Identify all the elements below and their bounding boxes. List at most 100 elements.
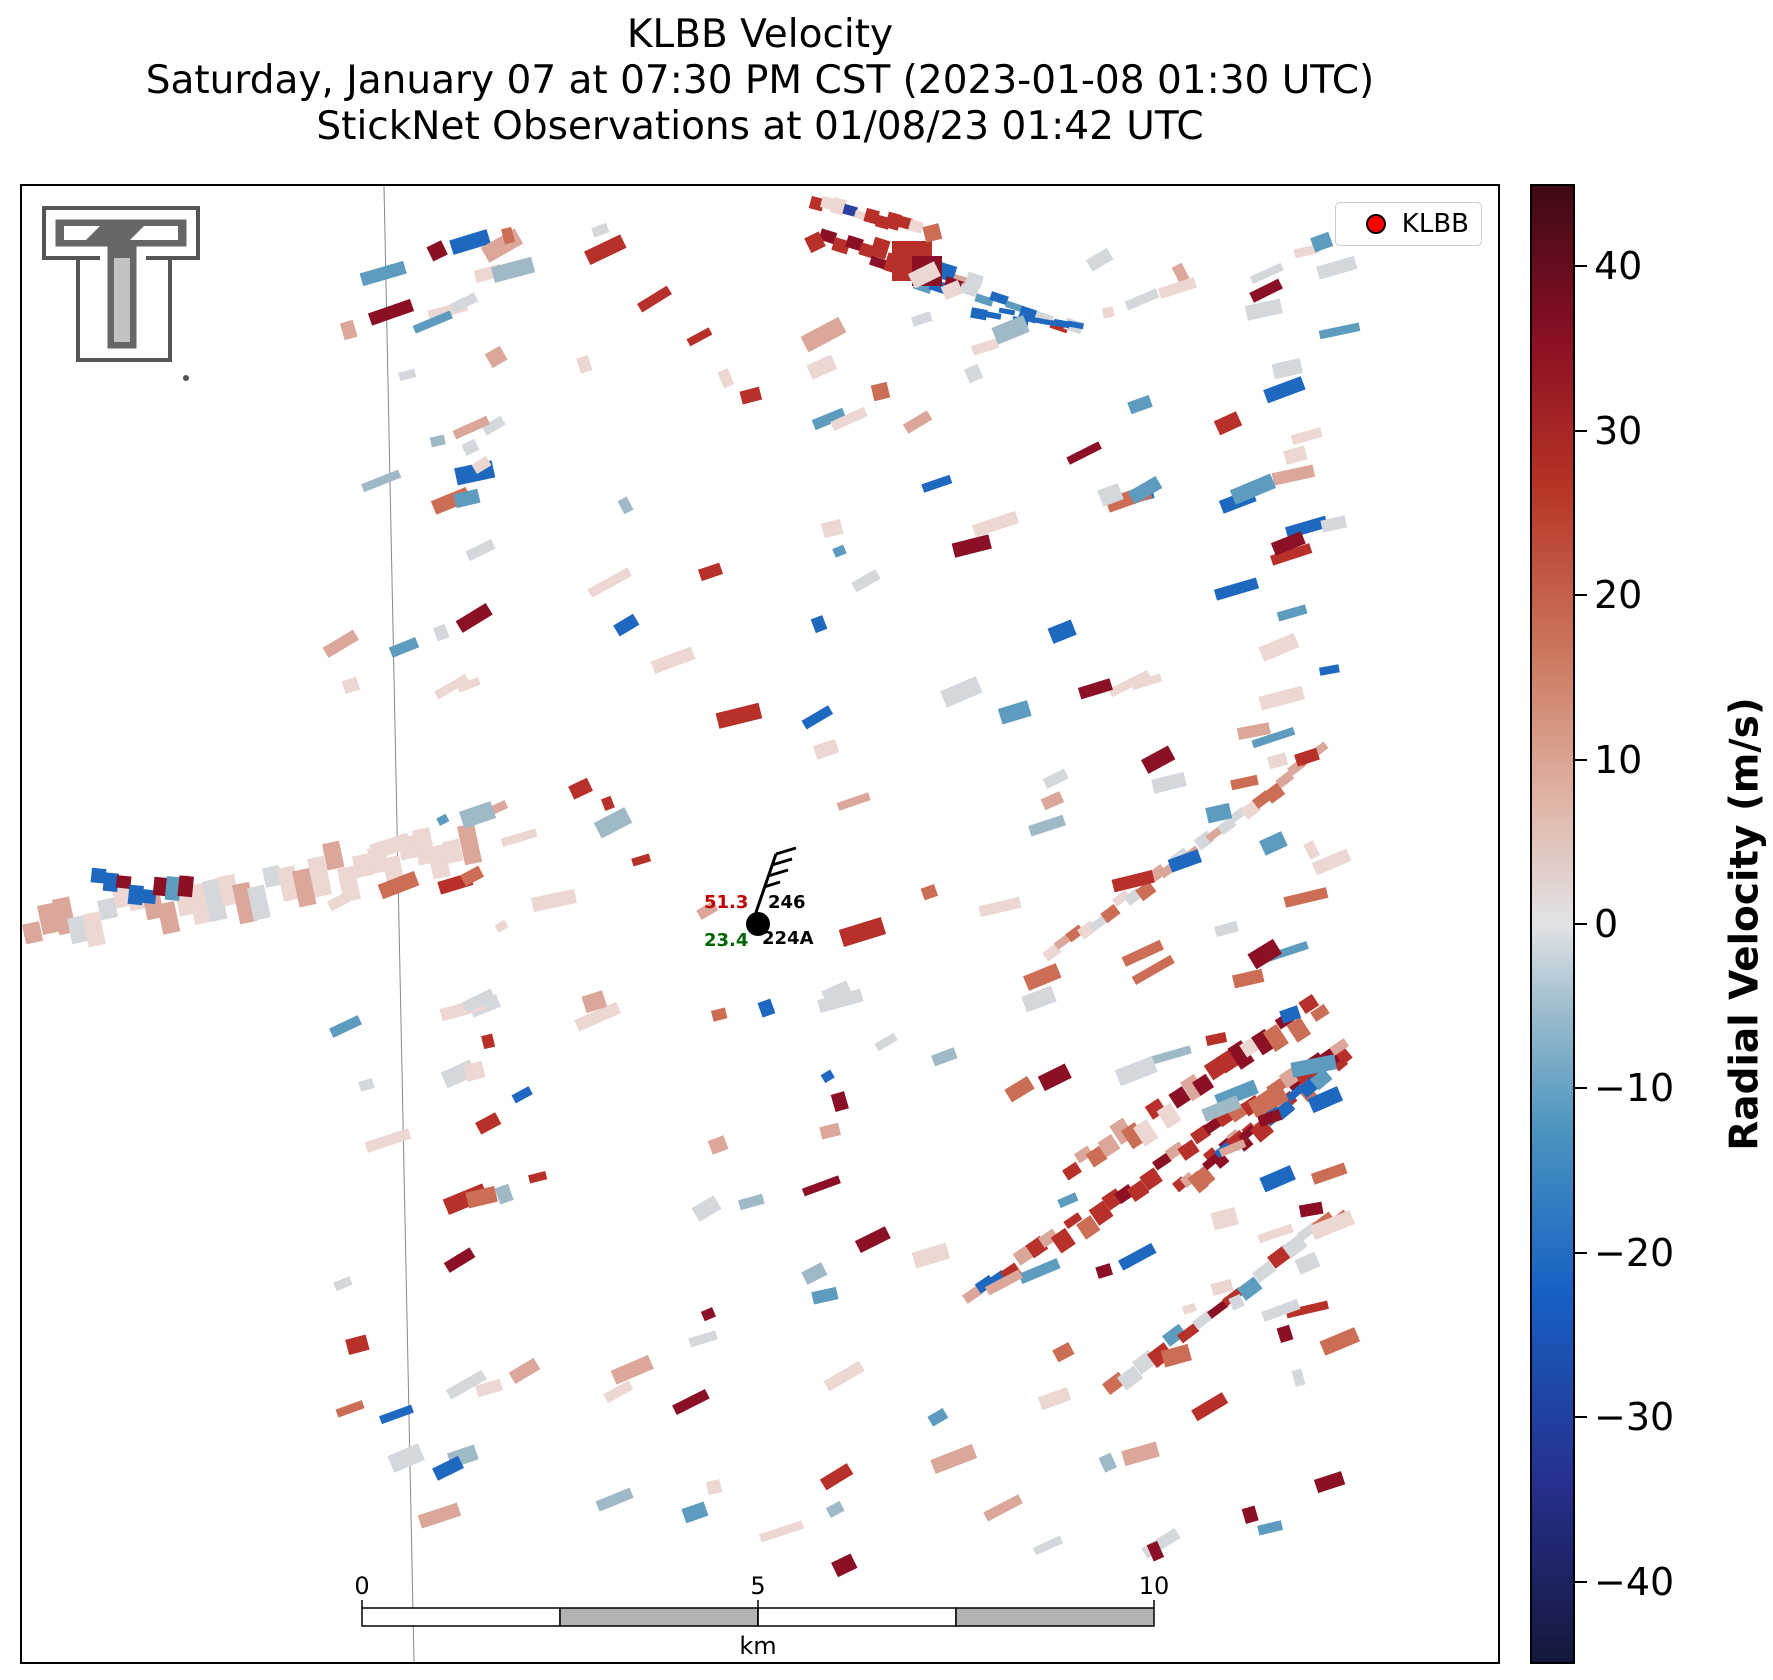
velocity-gate [806, 354, 838, 380]
velocity-gate [388, 637, 420, 658]
velocity-gate [937, 262, 958, 283]
colorbar-tick-label: −30 [1594, 1395, 1675, 1440]
wind-barb-flag [775, 846, 797, 856]
velocity-gate [1247, 938, 1282, 970]
velocity-gate [831, 1553, 858, 1578]
wind-barb-flag [767, 868, 789, 878]
velocity-gate [1286, 1016, 1312, 1043]
velocity-gate [339, 319, 358, 341]
scale-label-10: 10 [1139, 1572, 1170, 1600]
velocity-gate [832, 544, 847, 558]
velocity-gate [140, 889, 157, 905]
velocity-gate [710, 1007, 728, 1022]
velocity-gate [352, 853, 374, 879]
velocity-gate [672, 1388, 710, 1416]
velocity-gate [1285, 1300, 1329, 1319]
velocity-gate [1047, 619, 1077, 644]
scale-bar-segment [955, 1607, 1155, 1627]
chart-subtitle-observations: StickNet Observations at 01/08/23 01:42 … [316, 104, 1204, 149]
velocity-gate [1229, 473, 1277, 505]
velocity-gate [908, 219, 924, 234]
velocity-gate [1195, 1165, 1216, 1187]
velocity-gate [1261, 1298, 1301, 1322]
velocity-gate [576, 354, 593, 374]
velocity-gate [617, 496, 634, 515]
velocity-gate [445, 1369, 487, 1400]
radar-map[interactable]: 51.3 246 23.4 224A 0 5 10 km [20, 184, 1500, 1664]
velocity-gate [738, 1193, 765, 1211]
velocity-gate [1181, 1302, 1197, 1315]
title-block: KLBB Velocity Saturday, January 07 at 07… [0, 12, 1520, 150]
velocity-gate [1026, 315, 1043, 324]
velocity-gate [398, 368, 417, 382]
velocity-gate [434, 674, 470, 700]
velocity-gate [1205, 1031, 1228, 1046]
colorbar [1530, 184, 1575, 1664]
velocity-gate [836, 792, 871, 811]
velocity-gate [1251, 726, 1296, 749]
velocity-gate [830, 406, 868, 432]
velocity-gate [1257, 1223, 1294, 1244]
velocity-gate [247, 884, 271, 921]
velocity-gate [1061, 1161, 1082, 1181]
velocity-gate [1066, 441, 1102, 465]
velocity-gate [927, 1408, 949, 1427]
velocity-gate [911, 1242, 951, 1269]
velocity-gate [603, 1380, 634, 1404]
velocity-gate [337, 865, 361, 903]
sticknet-station[interactable]: 51.3 246 23.4 224A [704, 846, 814, 951]
velocity-gate [494, 919, 509, 933]
velocity-gate [825, 1500, 845, 1518]
velocity-gate [1230, 774, 1259, 791]
velocity-gate [931, 1047, 958, 1067]
velocity-gate [1085, 1145, 1108, 1168]
velocity-gate [1284, 515, 1329, 539]
velocity-gate [1130, 673, 1163, 691]
velocity-gate [821, 980, 852, 1004]
velocity-gate [922, 223, 943, 243]
velocity-gate [1121, 1122, 1147, 1150]
velocity-gate [1215, 1049, 1240, 1074]
velocity-gate [432, 623, 450, 642]
velocity-gate [1156, 1102, 1182, 1129]
velocity-gate [591, 222, 610, 238]
velocity-gate [868, 255, 889, 271]
velocity-gate [291, 867, 317, 908]
velocity-gate [1004, 1075, 1035, 1103]
colorbar-tick [1575, 1251, 1587, 1254]
velocity-gate [1251, 1028, 1277, 1056]
velocity-gate [1088, 1200, 1114, 1226]
colorbar-tick-label: −20 [1594, 1230, 1675, 1275]
velocity-gate [830, 1091, 849, 1113]
velocity-gate [1117, 1365, 1144, 1391]
velocity-gate [1262, 1023, 1289, 1052]
wind-barb-flag [763, 880, 781, 889]
velocity-gate [1038, 1228, 1059, 1248]
velocity-gate [1039, 318, 1057, 327]
velocity-gate [97, 897, 119, 921]
velocity-gate [1228, 1293, 1245, 1311]
velocity-gate [705, 1479, 723, 1496]
velocity-gate [688, 1330, 718, 1348]
velocity-gate [1250, 1118, 1275, 1143]
velocity-gate [1320, 515, 1348, 533]
velocity-gate [874, 1032, 898, 1052]
station-upper-value: 51.3 [704, 892, 748, 913]
velocity-gate [1063, 1212, 1083, 1229]
velocity-gate [971, 510, 1020, 538]
velocity-gate [358, 1077, 375, 1092]
radar-velocity-field: 51.3 246 23.4 224A 0 5 10 km [22, 186, 1361, 1662]
colorbar-title: Radial Velocity (m/s) [1722, 697, 1768, 1151]
station-upper-id: 246 [768, 892, 806, 913]
velocity-gate [1290, 1054, 1338, 1078]
velocity-gate [1257, 1520, 1284, 1536]
velocity-gate [739, 386, 763, 405]
velocity-gate [1146, 1342, 1174, 1368]
velocity-gate [613, 613, 640, 637]
velocity-gate [600, 795, 615, 812]
velocity-gate [102, 872, 119, 893]
velocity-gate [484, 345, 508, 369]
velocity-gate [940, 280, 964, 301]
velocity-gate [1117, 1242, 1157, 1271]
velocity-gate [1164, 1141, 1186, 1161]
